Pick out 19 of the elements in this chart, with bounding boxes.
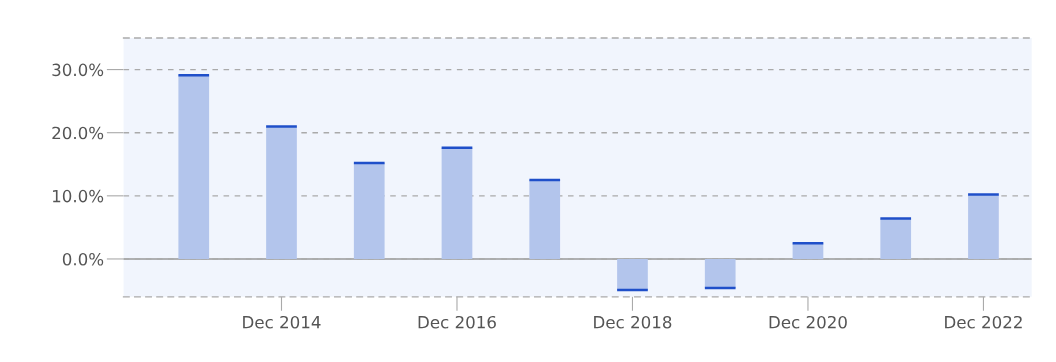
- x-tick-label: Dec 2018: [594, 315, 672, 329]
- bar: [968, 194, 999, 259]
- x-tick-label: Dec 2014: [243, 315, 321, 329]
- bar: [792, 243, 824, 259]
- bar: [529, 180, 561, 259]
- bar: [617, 258, 648, 290]
- bar: [266, 126, 297, 259]
- bar: [441, 147, 473, 259]
- bar: [353, 163, 385, 259]
- bar: [880, 218, 912, 259]
- bar: [704, 258, 736, 288]
- x-tick-label: Dec 2016: [418, 315, 496, 329]
- y-tick-label: 0.0%: [62, 252, 104, 266]
- bar: [178, 75, 210, 259]
- y-tick-label: 10.0%: [52, 189, 104, 203]
- y-tick-label: 20.0%: [52, 126, 104, 140]
- y-tick-label: 30.0%: [52, 63, 104, 77]
- x-tick-label: Dec 2022: [945, 315, 1022, 329]
- x-tick-label: Dec 2020: [769, 315, 847, 329]
